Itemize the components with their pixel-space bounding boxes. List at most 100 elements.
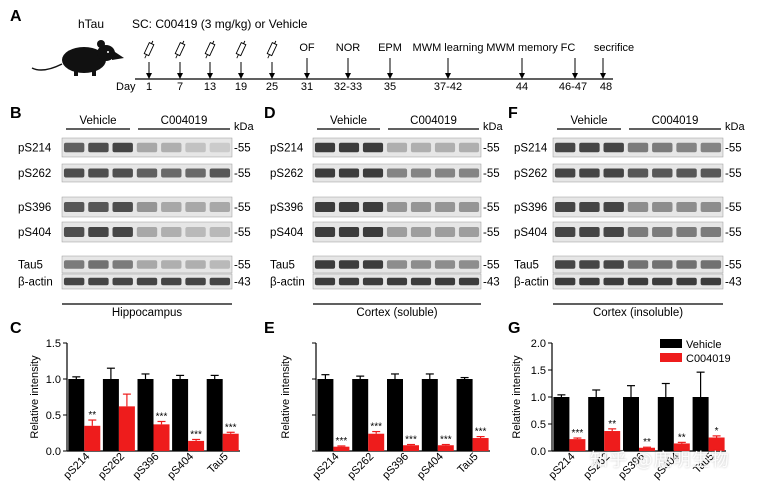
- blot-band: [579, 227, 600, 237]
- bar-vehicle: [553, 397, 570, 451]
- syringe-needle: [267, 54, 270, 59]
- blot-band: [676, 142, 697, 153]
- syringe-barrel: [204, 42, 216, 57]
- arrow-head-icon: [445, 73, 451, 79]
- blot-band: [676, 260, 697, 269]
- test-day-label: 35: [384, 81, 396, 93]
- x-tick-label: pS214: [547, 451, 578, 482]
- blot-band: [314, 202, 336, 212]
- y-tick-label: 1.5: [531, 365, 546, 377]
- mw-label: -55: [234, 168, 251, 180]
- blot-band: [627, 168, 649, 178]
- mw-label: -43: [483, 277, 500, 289]
- y-tick-label: 1.5: [46, 338, 61, 350]
- bar-compound: [333, 446, 350, 451]
- blot-band: [63, 260, 85, 269]
- syringe-needle: [144, 54, 147, 59]
- blot-band: [161, 142, 182, 153]
- injection-day-label: 19: [235, 81, 247, 93]
- region-caption: Hippocampus: [112, 307, 183, 319]
- test-name-label: FC: [561, 42, 576, 54]
- blot-band: [554, 142, 576, 153]
- kda-label: kDa: [725, 121, 745, 133]
- mw-label: -55: [483, 227, 500, 239]
- blot-band: [136, 277, 158, 286]
- y-tick-label: 0.5: [46, 410, 61, 422]
- blot-band: [209, 202, 231, 212]
- row-label: pS262: [514, 168, 547, 180]
- blot-row-beta-actin: β-actin -43: [18, 273, 251, 290]
- blot-band: [112, 260, 133, 269]
- arrow-head-icon: [207, 73, 213, 79]
- blot-band: [652, 142, 673, 153]
- blot-band: [434, 142, 456, 153]
- group-vehicle-label: Vehicle: [330, 115, 367, 127]
- blot-band: [386, 142, 408, 153]
- blot-panel-d: D Vehicle C004019 kDa pS214 -55 pS262 -55 pS396 -…: [264, 105, 503, 319]
- y-tick-label: 1.0: [531, 392, 546, 404]
- blot-band: [136, 168, 158, 178]
- syringe-icon: [235, 40, 247, 59]
- blot-band: [112, 168, 133, 178]
- blot-band: [314, 168, 336, 178]
- bar-group-ps396: *** pS396: [131, 373, 170, 482]
- mw-label: -55: [725, 168, 742, 180]
- x-tick-label: pS404: [415, 451, 446, 482]
- syringe-plunger: [243, 40, 246, 44]
- blot-band: [185, 168, 206, 178]
- test-day-label: 48: [600, 81, 612, 93]
- blot-band: [161, 277, 182, 286]
- blot-band: [652, 168, 673, 178]
- bar-compound: [84, 425, 101, 451]
- significance-mark: **: [88, 410, 96, 421]
- blot-band: [88, 277, 109, 286]
- blot-band: [652, 260, 673, 269]
- injection-1: 1: [143, 40, 155, 93]
- blot-band: [458, 142, 480, 153]
- blot-band: [209, 277, 231, 286]
- test-secrifice: secrifice 48: [594, 42, 634, 93]
- syringe-needle: [205, 54, 208, 59]
- row-label: β-actin: [514, 277, 549, 289]
- x-tick-label: pS214: [311, 451, 342, 482]
- syringe-barrel: [235, 42, 247, 57]
- syringe-plunger: [274, 40, 277, 44]
- row-label: pS214: [514, 143, 548, 155]
- syringe-barrel: [174, 42, 186, 57]
- mw-label: -55: [234, 227, 251, 239]
- blot-band: [627, 142, 649, 153]
- row-label: pS396: [514, 202, 547, 214]
- legend-swatch: [660, 339, 682, 348]
- injection-25: 25: [266, 40, 278, 93]
- blot-band: [458, 227, 480, 237]
- x-tick-label: Tau5: [455, 451, 480, 476]
- blot-band: [185, 142, 206, 153]
- y-axis-label: Relative intensity: [29, 355, 41, 439]
- syringe-icon: [143, 40, 155, 59]
- injection-day-label: 13: [204, 81, 216, 93]
- row-label: pS214: [270, 143, 304, 155]
- mw-label: -43: [725, 277, 742, 289]
- panel-letter: D: [264, 105, 276, 122]
- blot-band: [161, 260, 182, 269]
- treatment-label: SC: C00419 (3 mg/kg) or Vehicle: [132, 17, 308, 31]
- bar-compound: [673, 443, 690, 451]
- mw-label: -55: [725, 227, 742, 239]
- mw-label: -55: [234, 260, 251, 272]
- bar-vehicle: [456, 379, 473, 451]
- x-tick-label: pS262: [96, 451, 127, 482]
- blot-band: [627, 227, 649, 237]
- y-tick-label: 0.5: [531, 419, 546, 431]
- blot-band: [88, 202, 109, 212]
- x-tick-label: Tau5: [205, 451, 230, 476]
- blot-band: [63, 227, 85, 237]
- row-label: pS404: [270, 227, 304, 239]
- x-tick-label: pS396: [380, 451, 411, 482]
- bar-compound: [604, 431, 621, 451]
- blot-band: [676, 168, 697, 178]
- bar-group-ps262: *** pS262: [345, 375, 385, 482]
- day-label: Day: [116, 81, 136, 93]
- y-tick-label: 1.0: [46, 374, 61, 386]
- blot-panel-b: B Vehicle C004019 kDa pS214 -55 pS262 -55 pS396 -…: [10, 105, 254, 319]
- test-fc: FC 46-47: [559, 42, 587, 93]
